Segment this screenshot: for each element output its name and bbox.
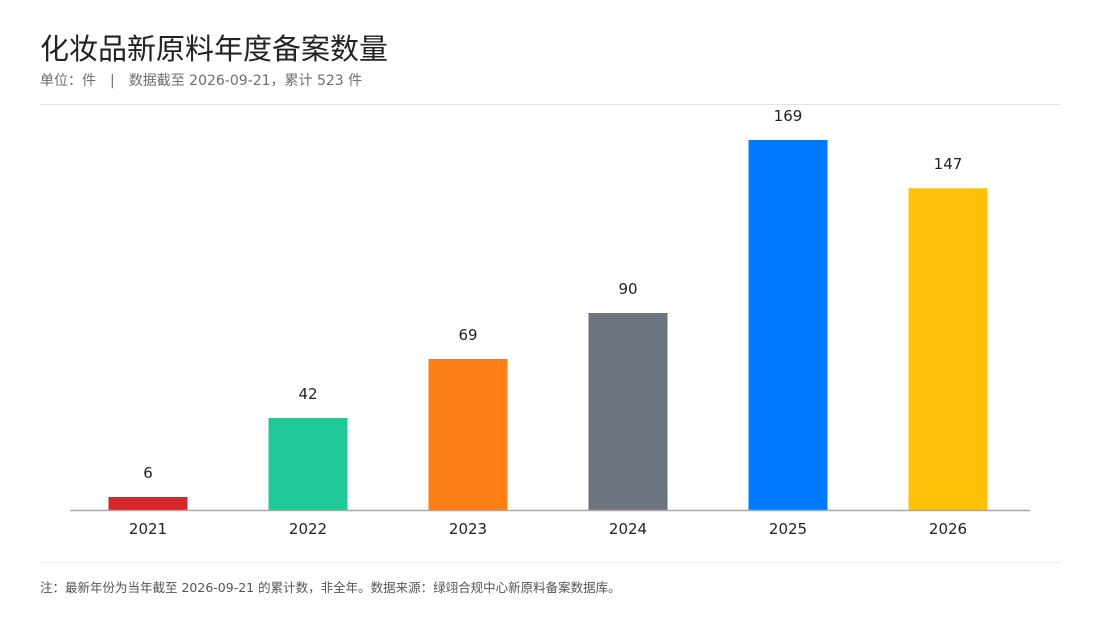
bar-2022 — [268, 418, 348, 510]
bar-2021 — [108, 496, 188, 510]
value-label-2023: 69 — [458, 326, 477, 344]
header-divider — [40, 104, 1061, 105]
value-label-2022: 42 — [298, 385, 317, 403]
value-label-2021: 6 — [143, 464, 153, 482]
x-tick-label-2023: 2023 — [449, 520, 487, 538]
value-labels-group: 6 42 69 90 169 147 — [143, 107, 962, 482]
subtitle-note: 数据截至 2026-09-21，累计 523 件 — [128, 73, 363, 89]
x-tick-label-2026: 2026 — [929, 520, 967, 538]
bar-2026 — [908, 188, 988, 510]
value-label-2024: 90 — [618, 280, 637, 298]
subtitle-separator: | — [110, 73, 115, 89]
chart-title: 化妆品新原料年度备案数量 — [40, 32, 389, 66]
footnote: 注：最新年份为当年截至 2026-09-21 的累计数，非全年。数据来源：绿翊合… — [40, 580, 621, 595]
value-label-2026: 147 — [934, 155, 963, 173]
x-tick-label-2025: 2025 — [769, 520, 807, 538]
bar-2025 — [748, 140, 828, 510]
bar-2023 — [428, 358, 508, 510]
x-tick-labels-group: 2021 2022 2023 2024 2025 2026 — [129, 520, 967, 538]
value-label-2025: 169 — [774, 107, 803, 125]
bar-chart: 6 42 69 90 169 147 2021 2022 2023 2024 2025 2026 — [70, 107, 1030, 538]
bar-2024 — [588, 313, 668, 510]
footer-divider — [40, 562, 1061, 563]
x-tick-label-2021: 2021 — [129, 520, 167, 538]
subtitle-unit: 单位：件 — [40, 73, 96, 89]
bars-group — [108, 140, 988, 510]
chart-subtitle: 单位：件 | 数据截至 2026-09-21，累计 523 件 — [40, 70, 362, 90]
x-tick-label-2024: 2024 — [609, 520, 647, 538]
x-tick-label-2022: 2022 — [289, 520, 327, 538]
